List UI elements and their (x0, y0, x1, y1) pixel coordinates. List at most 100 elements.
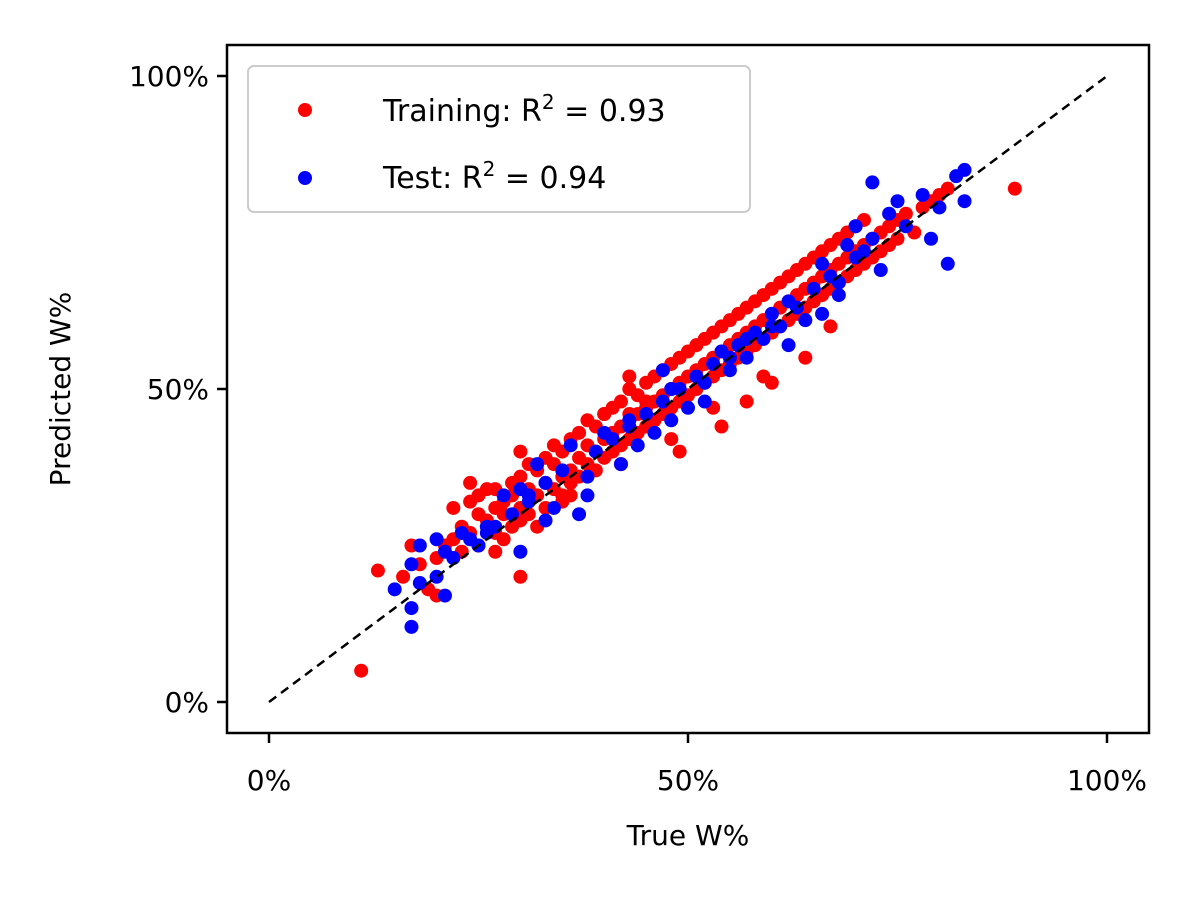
test-point (865, 175, 880, 190)
test-point (815, 256, 830, 271)
training-point (714, 419, 729, 434)
test-point (798, 313, 813, 328)
training-point (597, 407, 612, 422)
training-point (823, 319, 838, 334)
test-point (429, 532, 444, 547)
test-point (940, 256, 955, 271)
training-point (513, 469, 528, 484)
training-point (639, 394, 654, 409)
test-point (890, 194, 905, 209)
y-tick-label: 50% (147, 373, 209, 406)
test-point (647, 425, 662, 440)
test-point (387, 582, 402, 597)
legend-entry-test: Test: R2 = 0.94 (382, 157, 606, 196)
training-point (563, 488, 578, 503)
test-point (496, 488, 511, 503)
test-point (404, 557, 419, 572)
test-point (664, 413, 679, 428)
test-point (580, 469, 595, 484)
training-point (496, 532, 511, 547)
test-point (546, 500, 561, 515)
test-point (681, 400, 695, 415)
x-axis-label: True W% (626, 819, 750, 852)
test-point (580, 488, 595, 503)
test-point (815, 306, 830, 321)
test-point (957, 162, 972, 177)
test-point (538, 513, 553, 528)
training-point (1007, 181, 1022, 196)
training-point (756, 369, 771, 384)
training-point (513, 569, 528, 584)
training-point (664, 432, 679, 447)
test-point (781, 338, 796, 353)
test-point (756, 331, 771, 346)
test-point (530, 457, 545, 472)
legend-training-name: Training (382, 94, 501, 129)
test-point (806, 281, 821, 296)
legend-test-r2: 0.94 (540, 161, 607, 196)
training-point (370, 563, 385, 578)
test-point (848, 219, 863, 234)
training-point (798, 350, 813, 365)
training-point (572, 425, 587, 440)
test-point (924, 231, 939, 246)
training-point (898, 206, 913, 221)
test-point (446, 551, 461, 566)
test-point (655, 363, 670, 378)
test-point (639, 407, 654, 422)
y-axis-ticks: 0% 50% 100% (129, 60, 227, 719)
y-tick-label: 0% (165, 686, 209, 719)
legend-marker-test (298, 171, 312, 185)
test-point (404, 619, 419, 634)
test-point (739, 350, 754, 365)
test-point (521, 488, 536, 503)
test-point (882, 206, 897, 221)
test-point (555, 463, 570, 478)
test-point (932, 200, 947, 215)
legend-marker-training (298, 103, 312, 117)
test-point (664, 382, 679, 396)
test-point (513, 544, 528, 559)
training-point (940, 181, 955, 196)
y-axis-label: Predicted W% (44, 292, 77, 487)
test-point (957, 194, 972, 209)
training-point (463, 475, 478, 490)
legend-entry-training: Training: R2 = 0.93 (382, 90, 666, 129)
legend-training-r2: 0.93 (599, 94, 666, 129)
test-point (572, 507, 587, 522)
test-point (722, 363, 737, 378)
y-tick-label: 100% (129, 60, 209, 93)
test-point (404, 601, 419, 616)
test-point (856, 244, 871, 259)
test-point (865, 231, 880, 246)
training-point (739, 394, 754, 409)
training-series-group (354, 181, 1022, 678)
test-point (437, 588, 452, 603)
test-point (697, 394, 712, 409)
identity-reference-line (268, 74, 1108, 704)
training-point (622, 369, 637, 384)
test-point (563, 438, 578, 453)
test-point (412, 576, 427, 591)
test-point (831, 288, 846, 303)
x-axis-ticks: 0% 50% 100% (247, 733, 1147, 797)
test-point (613, 457, 628, 472)
test-point (840, 238, 855, 253)
test-point (538, 475, 553, 490)
test-point (655, 394, 670, 409)
x-tick-label: 0% (247, 764, 291, 797)
test-point (630, 438, 645, 453)
test-point (739, 331, 754, 346)
test-point (412, 538, 427, 553)
x-tick-label: 50% (657, 764, 719, 797)
training-point (354, 663, 369, 678)
training-point (446, 500, 461, 515)
training-point (672, 444, 687, 459)
training-point (488, 544, 503, 559)
legend-test-name: Test (382, 161, 442, 196)
test-point (873, 263, 888, 278)
test-point (605, 432, 620, 447)
test-point (622, 413, 637, 428)
